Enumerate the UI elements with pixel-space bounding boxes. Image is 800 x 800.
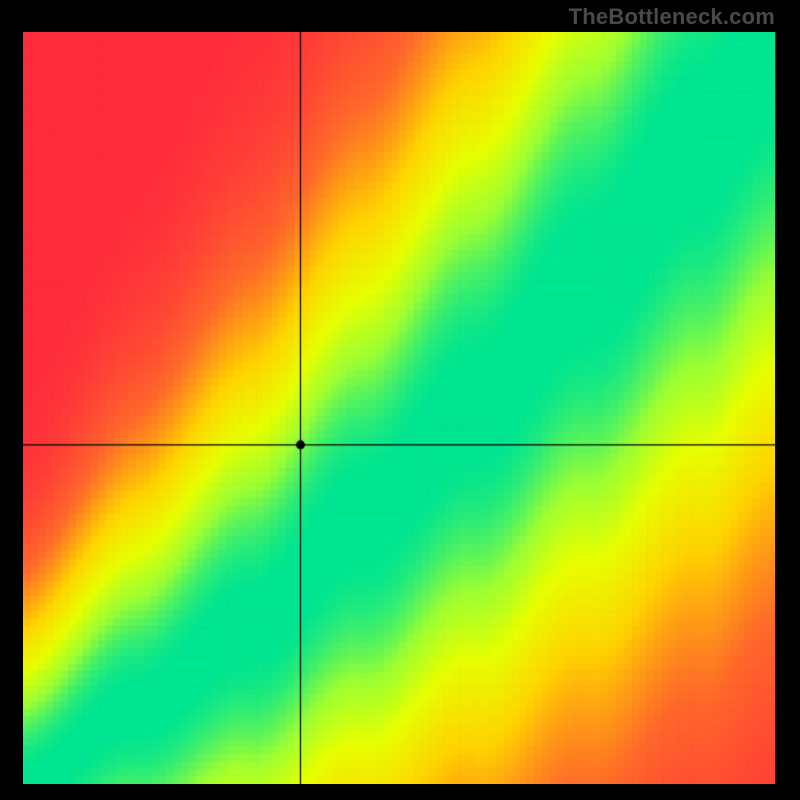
heatmap-canvas: [23, 32, 775, 784]
watermark-text: TheBottleneck.com: [569, 4, 775, 30]
heatmap-plot: [23, 32, 775, 784]
